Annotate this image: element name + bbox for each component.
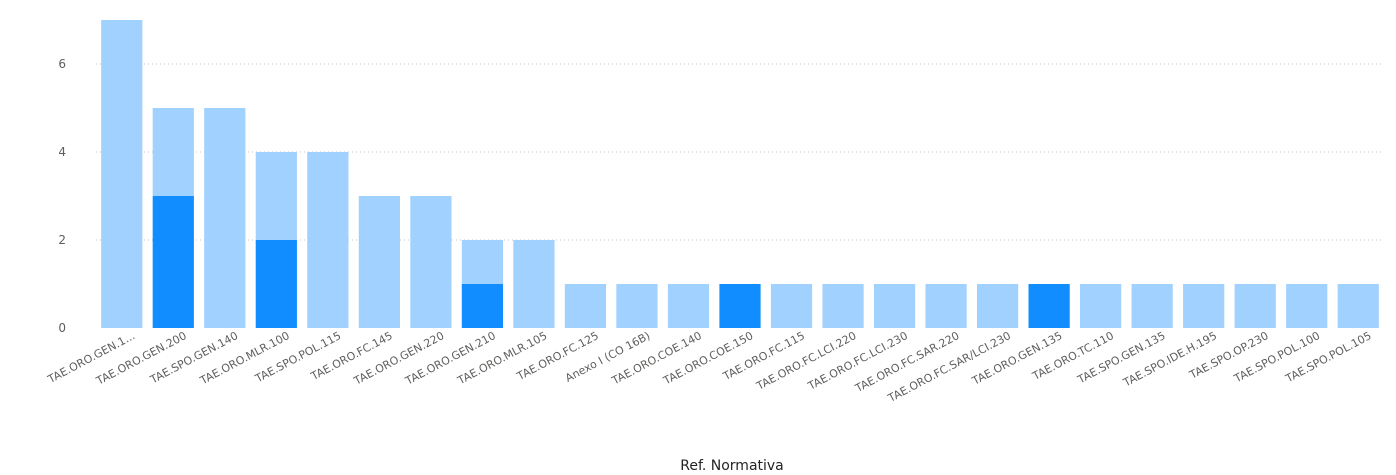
x-tick-label-4: TAE.SPO.POL.115 (252, 329, 343, 386)
x-axis-title: Ref. Normativa (680, 458, 784, 474)
bar-light-9[interactable] (564, 284, 607, 328)
bar-light-10[interactable] (616, 284, 658, 328)
bar-light-20[interactable] (1131, 284, 1173, 328)
x-tick-label-24: TAE.SPO.POL.105 (1283, 329, 1374, 386)
x-tick-label-11: TAE.ORO.COE.140 (609, 329, 704, 388)
bar-light-2[interactable] (204, 108, 246, 328)
bar-light-16[interactable] (925, 284, 967, 328)
bar-light-24[interactable] (1337, 284, 1379, 328)
bar-light-8[interactable] (513, 240, 555, 328)
bar-light-15[interactable] (873, 284, 916, 328)
x-tick-label-7: TAE.ORO.GEN.210 (402, 329, 497, 388)
y-tick-label-2: 2 (58, 233, 66, 247)
bar-dark-1[interactable] (152, 196, 194, 328)
y-tick-label-4: 4 (58, 145, 66, 159)
x-tick-label-3: TAE.ORO.MLR.100 (197, 329, 292, 388)
bar-light-19[interactable] (1080, 284, 1122, 328)
x-tick-label-1: TAE.ORO.GEN.200 (93, 329, 188, 388)
x-tick-label-8: TAE.ORO.MLR.105 (455, 329, 550, 388)
bar-light-7[interactable] (461, 240, 504, 284)
bar-light-23[interactable] (1286, 284, 1328, 328)
bar-light-5[interactable] (358, 196, 400, 328)
bar-light-3[interactable] (255, 152, 297, 240)
bar-dark-18[interactable] (1028, 284, 1070, 328)
x-tick-label-21: TAE.SPO.IDE.H.195 (1120, 329, 1219, 390)
y-tick-label-0: 0 (58, 321, 66, 335)
bar-light-21[interactable] (1183, 284, 1225, 328)
x-tick-label-2: TAE.SPO.GEN.140 (147, 329, 240, 387)
x-tick-label-0: TAE.ORO.GEN.1... (45, 329, 137, 386)
bar-dark-12[interactable] (719, 284, 761, 328)
bar-light-1[interactable] (152, 108, 194, 196)
x-tick-label-23: TAE.SPO.POL.100 (1231, 329, 1322, 386)
bar-light-4[interactable] (307, 152, 349, 328)
bar-light-11[interactable] (667, 284, 710, 328)
y-axis-ticks: 0 2 4 6 (58, 57, 66, 335)
bar-light-17[interactable] (976, 284, 1019, 328)
bar-light-13[interactable] (770, 284, 813, 328)
bar-dark-3[interactable] (255, 240, 297, 328)
x-tick-label-10: Anexo I (CO 16B) (563, 329, 652, 385)
bar-light-14[interactable] (822, 284, 864, 328)
bar-dark-7[interactable] (461, 284, 504, 328)
bar-light-6[interactable] (410, 196, 452, 328)
x-tick-label-12: TAE.ORO.COE.150 (660, 329, 755, 388)
x-tick-label-6: TAE.ORO.GEN.220 (351, 329, 446, 388)
x-tick-label-18: TAE.ORO.GEN.135 (969, 329, 1064, 388)
bar-light-0[interactable] (101, 20, 143, 328)
bars (101, 20, 1379, 328)
gridlines (96, 63, 1384, 241)
x-axis-ticks: TAE.ORO.GEN.1...TAE.ORO.GEN.200TAE.SPO.G… (45, 329, 1374, 405)
bar-light-22[interactable] (1234, 284, 1276, 328)
y-tick-label-6: 6 (58, 57, 66, 71)
